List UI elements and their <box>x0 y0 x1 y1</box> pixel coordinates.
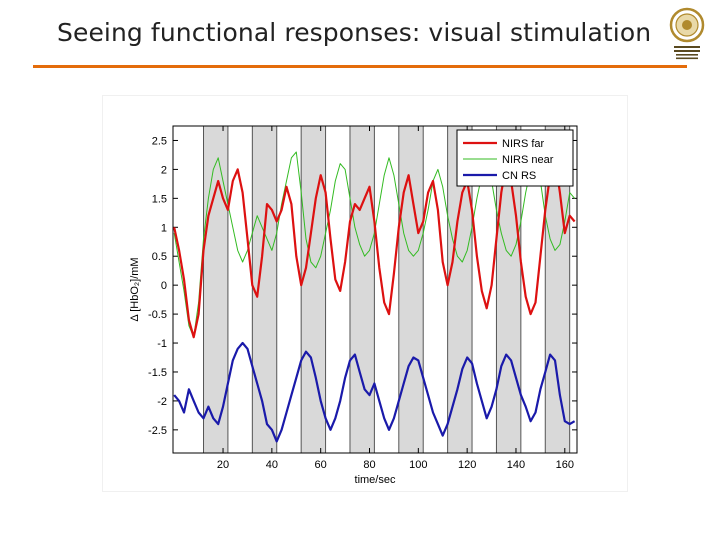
legend-label-nirs-near: NIRS near <box>502 154 554 166</box>
seal-caption-line-2 <box>674 50 700 52</box>
y-tick-label: 0 <box>161 280 167 292</box>
x-tick-label: 120 <box>458 459 476 471</box>
x-tick-label: 100 <box>409 459 427 471</box>
x-tick-label: 80 <box>363 459 375 471</box>
series-line-nirs-near <box>173 151 575 338</box>
seal-center <box>682 20 692 30</box>
legend: NIRS far NIRS near CN RS <box>456 129 574 187</box>
university-seal-icon <box>669 6 705 64</box>
nirs-chart: 20 40 60 80 100 120 140 160 2.5 2 1.5 1 0.5 0 -0.5 -1 -1… <box>129 125 578 486</box>
seal-caption-line-4 <box>676 57 698 60</box>
stimulation-blocks <box>203 126 571 453</box>
y-axis-label: Δ [HbO₂]/mM <box>129 257 141 321</box>
seal-caption-line-3 <box>676 54 698 56</box>
plot-frame <box>172 125 578 454</box>
seal-caption-line-1 <box>674 46 700 48</box>
y-tick-label: -1 <box>157 338 167 350</box>
title-underline <box>33 65 687 68</box>
x-tick-label: 20 <box>217 459 229 471</box>
x-tick-label: 60 <box>315 459 327 471</box>
y-tick-label: 0.5 <box>152 251 167 263</box>
y-tick-label: -2 <box>157 396 167 408</box>
x-tick-label: 140 <box>507 459 525 471</box>
legend-label-cn-rs: CN RS <box>502 170 536 182</box>
series-line-cn-rs <box>173 341 576 443</box>
axis-ticks: 20 40 60 80 100 120 140 160 2.5 2 1.5 1 0.5 0 -0.5 -1 -1… <box>148 126 577 471</box>
stimulation-block-2 <box>252 126 277 453</box>
x-tick-label: 40 <box>266 459 278 471</box>
y-tick-label: -0.5 <box>148 309 167 321</box>
slide-title: Seeing functional responses: visual stim… <box>57 18 652 47</box>
y-tick-label: 1 <box>161 222 167 234</box>
y-tick-label: 2.5 <box>152 135 167 147</box>
y-tick-label: 2 <box>161 164 167 176</box>
y-tick-label: 1.5 <box>152 193 167 205</box>
stimulation-block-4 <box>349 126 375 453</box>
x-axis-label: time/sec <box>355 474 396 486</box>
y-tick-label: -1.5 <box>148 367 167 379</box>
legend-box <box>456 129 574 187</box>
stimulation-block-5 <box>398 126 424 453</box>
figure-panel: 20 40 60 80 100 120 140 160 2.5 2 1.5 1 0.5 0 -0.5 -1 -1… <box>103 96 627 491</box>
y-tick-label: -2.5 <box>148 425 167 437</box>
x-tick-label: 160 <box>556 459 574 471</box>
legend-label-nirs-far: NIRS far <box>502 138 545 150</box>
